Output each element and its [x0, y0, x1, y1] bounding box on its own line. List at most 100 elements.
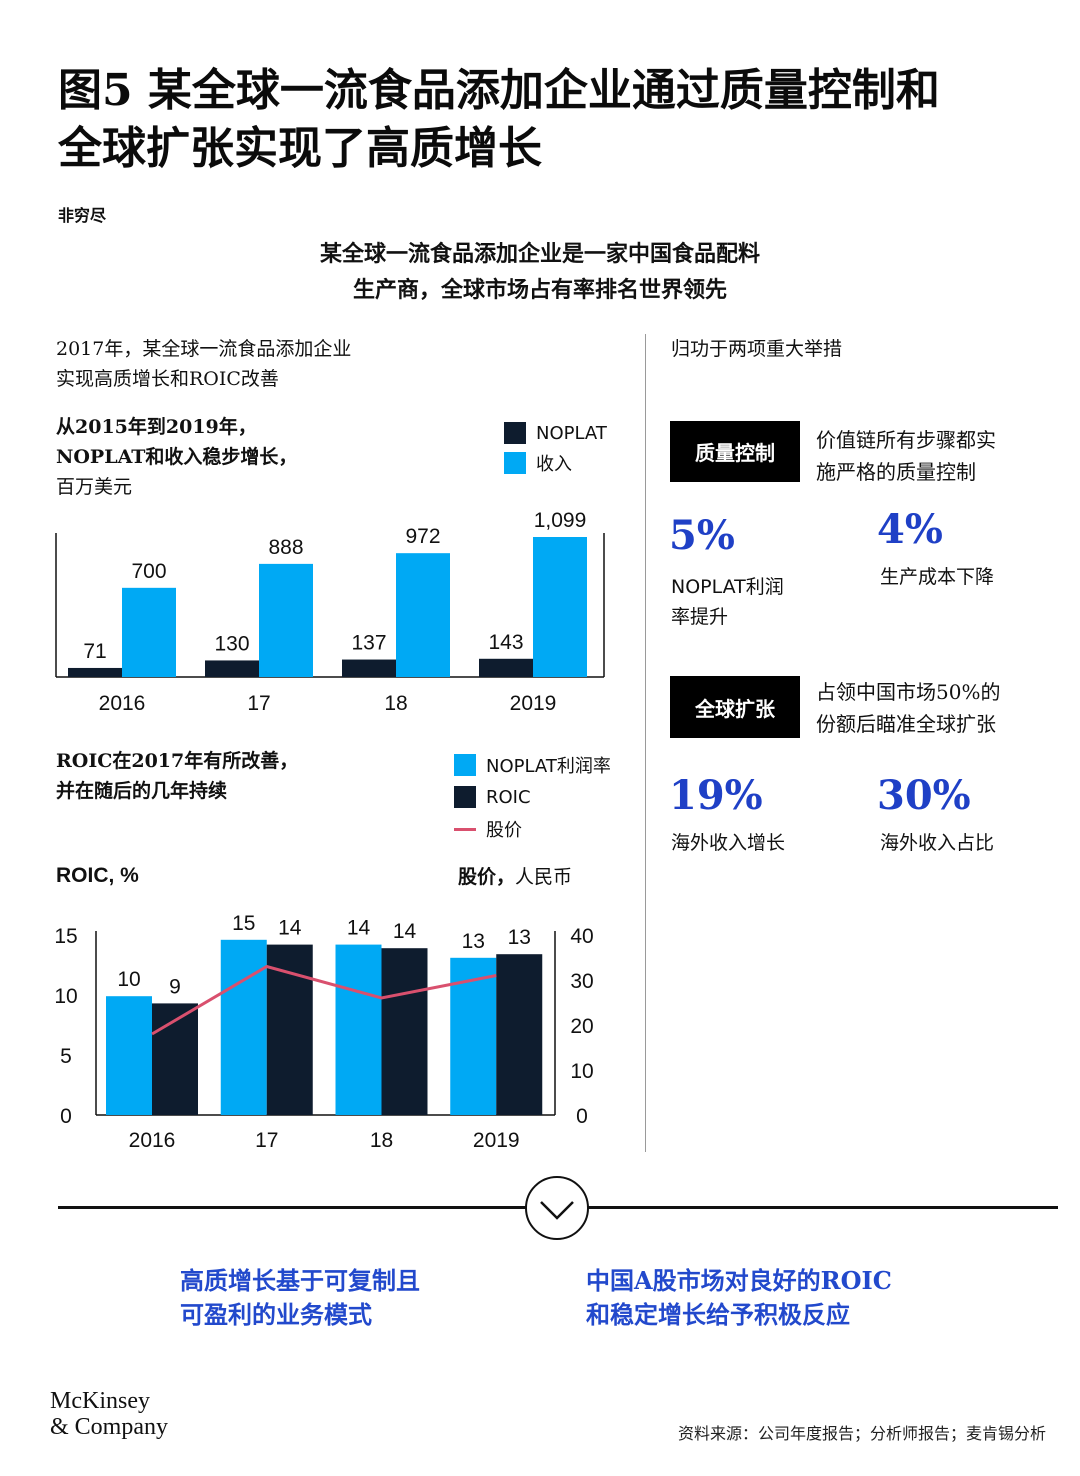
bar-noplat-margin-2016	[106, 996, 152, 1115]
stat-overseas-share-value: 30%	[877, 772, 971, 819]
left-intro: 2017年，某全球一流食品添加企业 实现高质增长和ROIC改善	[56, 334, 351, 394]
left-intro-line-2: 实现高质增长和ROIC改善	[56, 368, 279, 390]
conclusion-left: 高质增长基于可复制且 可盈利的业务模式	[180, 1264, 420, 1332]
legend-noplat: NOPLAT	[504, 418, 607, 448]
stat-overseas-growth-value: 19%	[669, 772, 763, 819]
x-tick-label-17: 17	[247, 692, 270, 715]
right-axis-label-rest: 人民币	[515, 866, 573, 888]
quality-desc-line-1: 价值链所有步骤都实	[816, 428, 996, 452]
global-desc-line-2: 份额后瞄准全球扩张	[816, 712, 996, 736]
legend-label-roic: ROIC	[486, 786, 531, 808]
bar-noplat-2016	[68, 667, 122, 677]
conclusion-right-line-1: 中国A股市场对良好的ROIC	[586, 1266, 892, 1295]
x-tick-label-2019: 2019	[510, 692, 557, 715]
data-label-noplat-17: 130	[214, 632, 249, 655]
subtitle: 某全球一流食品添加企业是一家中国食品配料 生产商，全球市场占有率排名世界领先	[140, 236, 940, 308]
chart1-heading: 从2015年到2019年， NOPLAT和收入稳步增长，	[56, 412, 297, 472]
chart2-heading-line-2: 并在随后的几年持续	[56, 780, 228, 802]
bar-revenue-2019	[533, 537, 587, 677]
chart2-left-axis-label: ROIC, %	[56, 864, 139, 887]
legend-share-price: 股价	[454, 814, 611, 844]
right-tick-label-40: 40	[570, 925, 593, 948]
page-title: 图5 某全球一流食品添加企业通过质量控制和 全球扩张实现了高质增长	[58, 62, 1048, 178]
stat-cost-label: 生产成本下降	[880, 566, 995, 588]
x-tick-label-17: 17	[255, 1129, 278, 1152]
roic-share-price-chart: 0 5 10 15 0 10 20 30 40 10 9 2016 15 14 17 14 14 18 13 13 20…	[54, 912, 593, 1152]
data-label-roic-2019: 13	[508, 926, 531, 949]
stat1-label-line-1: NOPLAT利润	[671, 576, 784, 598]
data-label-noplat-margin-2019: 13	[462, 930, 485, 953]
noplat-revenue-chart: 71 700 2016 130 888 17 137 972 18 143 1,099 2019	[55, 509, 605, 715]
chart1-heading-line-1: 从2015年到2019年，	[56, 416, 257, 438]
title-line-1: 图5 某全球一流食品添加企业通过质量控制和	[58, 65, 940, 116]
left-intro-line-1: 2017年，某全球一流食品添加企业	[56, 338, 352, 360]
conclusion-left-line-2: 可盈利的业务模式	[180, 1300, 372, 1329]
bar-revenue-18	[396, 553, 450, 677]
right-tick-label-30: 30	[570, 970, 593, 993]
bar-roic-17	[266, 944, 313, 1115]
global-desc-line-1: 占领中国市场50%的	[816, 680, 1001, 704]
data-label-noplat-2019: 143	[488, 631, 523, 654]
chart2-right-axis-label: 股价，人民币	[458, 862, 572, 892]
conclusion-right: 中国A股市场对良好的ROIC 和稳定增长给予积极反应	[586, 1264, 892, 1332]
left-tick-label-5: 5	[60, 1045, 72, 1068]
bar-noplat-18	[342, 659, 396, 677]
bar-noplat-17	[205, 660, 259, 677]
chart2-heading-line-1: ROIC在2017年有所改善，	[56, 750, 299, 772]
logo-line-1: McKinsey	[50, 1388, 150, 1414]
bar-revenue-2016	[122, 587, 176, 677]
stat-noplat-margin-value: 5%	[669, 512, 735, 559]
bar-noplat-margin-17	[220, 939, 267, 1115]
x-tick-label-18: 18	[370, 1129, 393, 1152]
bar-roic-18	[381, 948, 428, 1115]
bar-roic-2019	[496, 954, 543, 1115]
legend-label-revenue: 收入	[536, 454, 572, 475]
legend-swatch-noplat	[504, 422, 526, 444]
data-label-roic-18: 14	[393, 920, 417, 943]
data-label-roic-2016: 9	[169, 975, 181, 998]
stat-cost-value: 4%	[877, 506, 943, 553]
data-label-revenue-18: 972	[405, 525, 440, 548]
legend-swatch-revenue	[504, 452, 526, 474]
share-price-line	[151, 964, 497, 1036]
right-axis-label-bold: 股价，	[458, 866, 516, 888]
mckinsey-logo: McKinsey & Company	[50, 1388, 168, 1440]
expand-circle	[525, 1176, 589, 1240]
x-tick-label-18: 18	[384, 692, 407, 715]
legend-line-share-price	[454, 827, 476, 831]
stat-overseas-growth-label: 海外收入增长	[671, 832, 786, 854]
right-heading: 归功于两项重大举措	[671, 338, 843, 360]
right-tick-label-20: 20	[570, 1015, 593, 1038]
legend-noplat-margin: NOPLAT利润率	[454, 750, 611, 780]
x-tick-label-2016: 2016	[99, 692, 146, 715]
source-note: 资料来源：公司年度报告；分析师报告；麦肯锡分析	[677, 1424, 1046, 1443]
legend-roic: ROIC	[454, 782, 611, 812]
x-tick-label-2019: 2019	[473, 1129, 520, 1152]
legend-swatch-roic	[454, 786, 476, 808]
data-label-revenue-17: 888	[268, 536, 303, 559]
right-tick-label-10: 10	[570, 1060, 593, 1083]
quality-desc: 价值链所有步骤都实 施严格的质量控制	[816, 424, 996, 488]
left-tick-label-0: 0	[60, 1105, 72, 1128]
x-tick-label-2016: 2016	[129, 1129, 176, 1152]
data-label-noplat-margin-18: 14	[347, 917, 371, 940]
quality-desc-line-2: 施严格的质量控制	[816, 460, 976, 484]
legend-label-share-price: 股价	[486, 820, 522, 841]
bar-revenue-17	[259, 563, 313, 677]
legend-label-noplat: NOPLAT	[536, 422, 607, 444]
stat1-label-line-2: 率提升	[671, 606, 729, 628]
left-tick-label-15: 15	[54, 925, 77, 948]
right-tick-label-0: 0	[576, 1105, 588, 1128]
chart1-heading-line-2: NOPLAT和收入稳步增长，	[56, 446, 298, 468]
subtitle-line-2: 生产商，全球市场占有率排名世界领先	[352, 277, 727, 303]
stat-overseas-share-label: 海外收入占比	[880, 832, 995, 854]
chart1-unit: 百万美元	[56, 476, 133, 498]
data-label-noplat-2016: 71	[83, 640, 106, 663]
chart2-legend: NOPLAT利润率 ROIC 股价	[454, 750, 611, 844]
left-tick-label-10: 10	[54, 985, 77, 1008]
legend-label-noplat-margin: NOPLAT利润率	[486, 756, 611, 777]
bar-noplat-margin-18	[335, 944, 382, 1115]
data-label-noplat-margin-17: 15	[232, 912, 255, 935]
data-label-noplat-margin-2016: 10	[117, 968, 140, 991]
stat-noplat-margin-label: NOPLAT利润 率提升	[671, 572, 784, 632]
